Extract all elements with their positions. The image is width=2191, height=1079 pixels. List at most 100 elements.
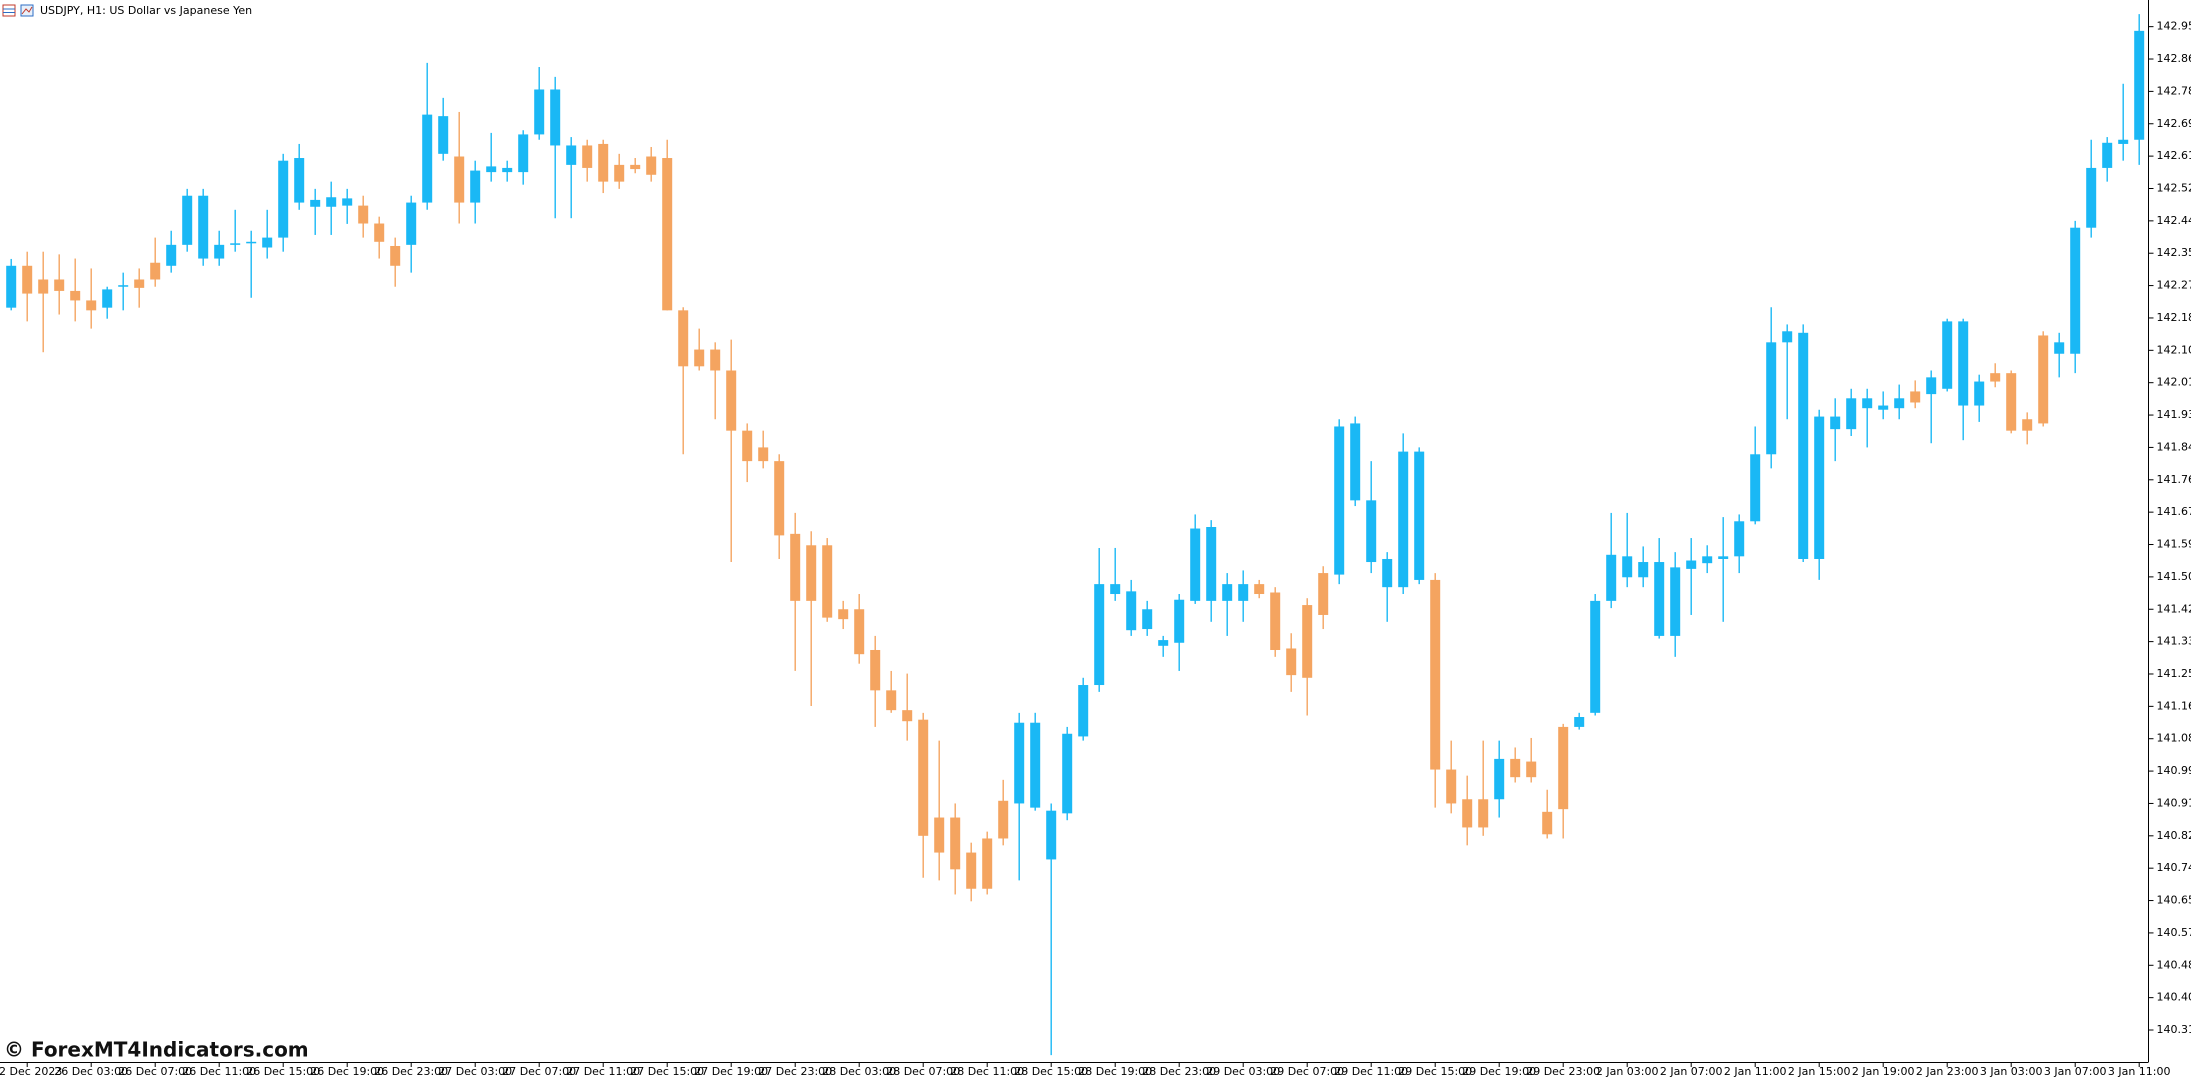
candle-body [870, 649, 881, 691]
candle-body [1462, 799, 1473, 828]
candle-body [1238, 584, 1249, 601]
candle-body [1382, 558, 1393, 588]
candle-body [838, 609, 849, 620]
candle-body [502, 167, 513, 173]
x-tick-label: 29 Dec 19:00 [1462, 1065, 1536, 1078]
x-tick-label: 26 Dec 03:00 [54, 1065, 128, 1078]
candle-body [406, 202, 417, 245]
candle-body [1734, 521, 1745, 557]
y-tick-label: 140.655 [2157, 894, 2191, 907]
x-tick-label: 2 Jan 07:00 [1660, 1065, 1723, 1078]
candle-body [1974, 381, 1985, 406]
candle-body [774, 461, 785, 536]
candle-body [1846, 398, 1857, 430]
candle-body [1686, 560, 1697, 569]
candle-body [166, 244, 177, 266]
x-tick-label: 28 Dec 03:00 [822, 1065, 896, 1078]
candle-body [1046, 810, 1057, 860]
x-tick-label: 2 Jan 03:00 [1596, 1065, 1659, 1078]
candle-body [934, 817, 945, 853]
y-tick-label: 140.995 [2157, 764, 2191, 777]
x-tick-label: 28 Dec 23:00 [1142, 1065, 1216, 1078]
candle-body [1270, 592, 1281, 650]
candle-body [790, 533, 801, 601]
candle-body [998, 800, 1009, 839]
candle-body [742, 430, 753, 462]
candle-body [566, 145, 577, 165]
candle-body [198, 195, 209, 259]
candle-body [534, 89, 545, 135]
candle-body [854, 609, 865, 655]
candle-body [1750, 454, 1761, 522]
candle-body [822, 545, 833, 618]
x-tick-label: 3 Jan 07:00 [2044, 1065, 2107, 1078]
candle-body [694, 349, 705, 367]
candle-body [1814, 416, 1825, 559]
candle-body [886, 690, 897, 711]
candle-body [662, 158, 673, 311]
y-tick-label: 140.740 [2157, 861, 2191, 874]
candle-body [182, 195, 193, 245]
candle-body [1174, 599, 1185, 643]
candle-body [2022, 419, 2033, 431]
candle-body [678, 310, 689, 367]
chart-title: USDJPY, H1: US Dollar vs Japanese Yen [40, 4, 252, 17]
x-tick-label: 3 Jan 11:00 [2108, 1065, 2171, 1078]
candle-body [118, 285, 129, 287]
x-tick-label: 27 Dec 07:00 [502, 1065, 576, 1078]
x-tick-label: 26 Dec 07:00 [118, 1065, 192, 1078]
x-tick-label: 29 Dec 07:00 [1270, 1065, 1344, 1078]
y-tick-label: 142.950 [2157, 20, 2191, 33]
y-tick-label: 141.930 [2157, 408, 2191, 421]
candle-body [1670, 567, 1681, 636]
candle-body [2070, 227, 2081, 354]
candle-body [1590, 600, 1601, 713]
candle-body [1542, 811, 1553, 835]
x-tick-label: 26 Dec 11:00 [182, 1065, 256, 1078]
candle-body [54, 279, 65, 291]
candle-body [710, 349, 721, 371]
x-tick-label: 2 Jan 11:00 [1724, 1065, 1787, 1078]
candle-body [262, 237, 273, 248]
y-tick-label: 141.335 [2157, 635, 2191, 648]
candle-body [1334, 426, 1345, 575]
candle-body [38, 279, 49, 294]
x-tick-label: 26 Dec 19:00 [310, 1065, 384, 1078]
candle-body [918, 719, 929, 836]
y-tick-label: 142.270 [2157, 279, 2191, 292]
candle-body [1366, 500, 1377, 563]
candle-body [1782, 331, 1793, 343]
y-tick-label: 142.780 [2157, 84, 2191, 97]
y-tick-label: 142.695 [2157, 117, 2191, 130]
candle-body [134, 279, 145, 288]
candle-body [614, 164, 625, 182]
y-tick-label: 140.825 [2157, 829, 2191, 842]
y-tick-label: 141.505 [2157, 570, 2191, 583]
candle-body [1830, 416, 1841, 430]
candle-body [1110, 584, 1121, 595]
y-tick-label: 141.165 [2157, 699, 2191, 712]
icon-line [21, 6, 33, 15]
y-tick-label: 140.485 [2157, 958, 2191, 971]
candle-body [1318, 573, 1329, 615]
candle-body [278, 160, 289, 238]
candle-body [2038, 335, 2049, 424]
candle-body [358, 205, 369, 224]
x-tick-label: 2 Jan 19:00 [1852, 1065, 1915, 1078]
x-tick-label: 27 Dec 15:00 [630, 1065, 704, 1078]
candle-body [2054, 342, 2065, 354]
x-tick-label: 29 Dec 03:00 [1206, 1065, 1280, 1078]
candle-body [86, 300, 97, 311]
x-tick-label: 26 Dec 15:00 [246, 1065, 320, 1078]
candle-body [454, 156, 465, 203]
y-tick-label: 140.315 [2157, 1023, 2191, 1036]
candle-body [1350, 423, 1361, 501]
candles [6, 14, 2145, 1056]
candle-body [2134, 30, 2145, 140]
x-tick-label: 2 Jan 15:00 [1788, 1065, 1851, 1078]
candle-body [950, 817, 961, 870]
candle-body [310, 199, 321, 207]
